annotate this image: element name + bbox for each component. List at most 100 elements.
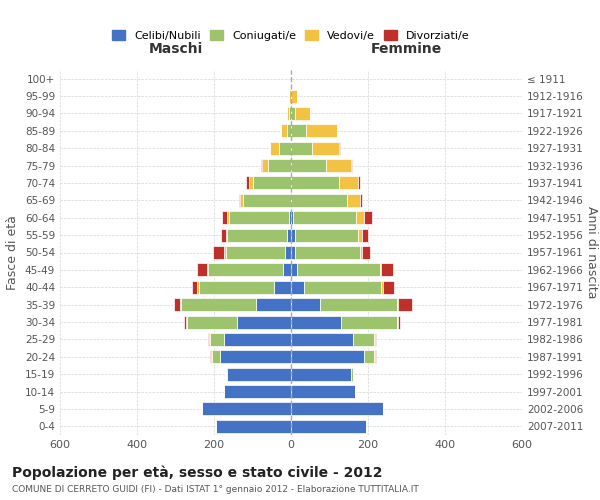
Bar: [268, 159, 291, 172]
Bar: [208, 333, 209, 346]
Bar: [210, 350, 211, 364]
Bar: [291, 107, 295, 120]
Bar: [224, 333, 291, 346]
Bar: [227, 228, 287, 241]
Bar: [339, 142, 340, 154]
Bar: [243, 194, 291, 207]
Bar: [240, 194, 243, 207]
Bar: [307, 124, 337, 138]
Bar: [224, 246, 226, 259]
Bar: [291, 280, 304, 294]
Bar: [356, 211, 364, 224]
Bar: [227, 368, 291, 380]
Bar: [291, 420, 366, 433]
Bar: [291, 90, 297, 102]
Bar: [326, 159, 350, 172]
Bar: [291, 402, 383, 415]
Bar: [339, 176, 358, 190]
Bar: [291, 211, 293, 224]
Bar: [291, 246, 295, 259]
Bar: [320, 298, 397, 311]
Text: COMUNE DI CERRETO GUIDI (FI) - Dati ISTAT 1° gennaio 2012 - Elaborazione TUTTITA: COMUNE DI CERRETO GUIDI (FI) - Dati ISTA…: [12, 485, 419, 494]
Bar: [224, 385, 291, 398]
Bar: [291, 333, 353, 346]
Bar: [295, 107, 310, 120]
Bar: [291, 385, 355, 398]
Bar: [291, 194, 347, 207]
Bar: [289, 211, 291, 224]
Bar: [248, 176, 253, 190]
Bar: [380, 264, 382, 276]
Bar: [209, 333, 210, 346]
Bar: [245, 176, 248, 190]
Y-axis label: Anni di nascita: Anni di nascita: [584, 206, 598, 298]
Bar: [291, 124, 307, 138]
Bar: [186, 316, 187, 328]
Bar: [175, 298, 180, 311]
Bar: [280, 142, 291, 154]
Bar: [291, 159, 326, 172]
Bar: [261, 159, 262, 172]
Bar: [398, 316, 400, 328]
Bar: [304, 280, 382, 294]
Bar: [347, 194, 360, 207]
Bar: [210, 333, 224, 346]
Bar: [221, 228, 226, 241]
Bar: [397, 298, 398, 311]
Bar: [199, 280, 274, 294]
Bar: [197, 264, 207, 276]
Bar: [289, 107, 291, 120]
Bar: [213, 246, 224, 259]
Bar: [239, 194, 240, 207]
Bar: [202, 402, 291, 415]
Bar: [350, 159, 352, 172]
Bar: [295, 228, 358, 241]
Bar: [291, 176, 339, 190]
Bar: [341, 316, 397, 328]
Y-axis label: Fasce di età: Fasce di età: [7, 215, 19, 290]
Text: Femmine: Femmine: [371, 42, 442, 56]
Bar: [362, 228, 368, 241]
Bar: [383, 280, 394, 294]
Bar: [227, 211, 229, 224]
Bar: [350, 368, 353, 380]
Bar: [237, 316, 291, 328]
Bar: [312, 142, 339, 154]
Bar: [289, 90, 291, 102]
Bar: [295, 246, 360, 259]
Bar: [222, 211, 227, 224]
Bar: [253, 176, 291, 190]
Bar: [226, 228, 227, 241]
Bar: [274, 280, 291, 294]
Bar: [197, 280, 199, 294]
Bar: [256, 298, 291, 311]
Text: Maschi: Maschi: [148, 42, 203, 56]
Bar: [281, 124, 287, 138]
Bar: [374, 333, 375, 346]
Bar: [291, 298, 320, 311]
Bar: [353, 333, 374, 346]
Bar: [180, 298, 181, 311]
Bar: [287, 107, 289, 120]
Bar: [364, 350, 374, 364]
Bar: [374, 350, 375, 364]
Bar: [382, 264, 393, 276]
Bar: [187, 316, 237, 328]
Bar: [283, 264, 291, 276]
Bar: [360, 194, 362, 207]
Bar: [229, 211, 289, 224]
Bar: [212, 350, 220, 364]
Bar: [297, 264, 380, 276]
Bar: [291, 350, 364, 364]
Bar: [216, 420, 291, 433]
Bar: [397, 316, 398, 328]
Bar: [362, 246, 370, 259]
Bar: [220, 350, 291, 364]
Bar: [291, 368, 350, 380]
Bar: [375, 350, 376, 364]
Bar: [226, 246, 285, 259]
Bar: [287, 124, 291, 138]
Bar: [358, 176, 360, 190]
Bar: [211, 350, 212, 364]
Bar: [181, 298, 256, 311]
